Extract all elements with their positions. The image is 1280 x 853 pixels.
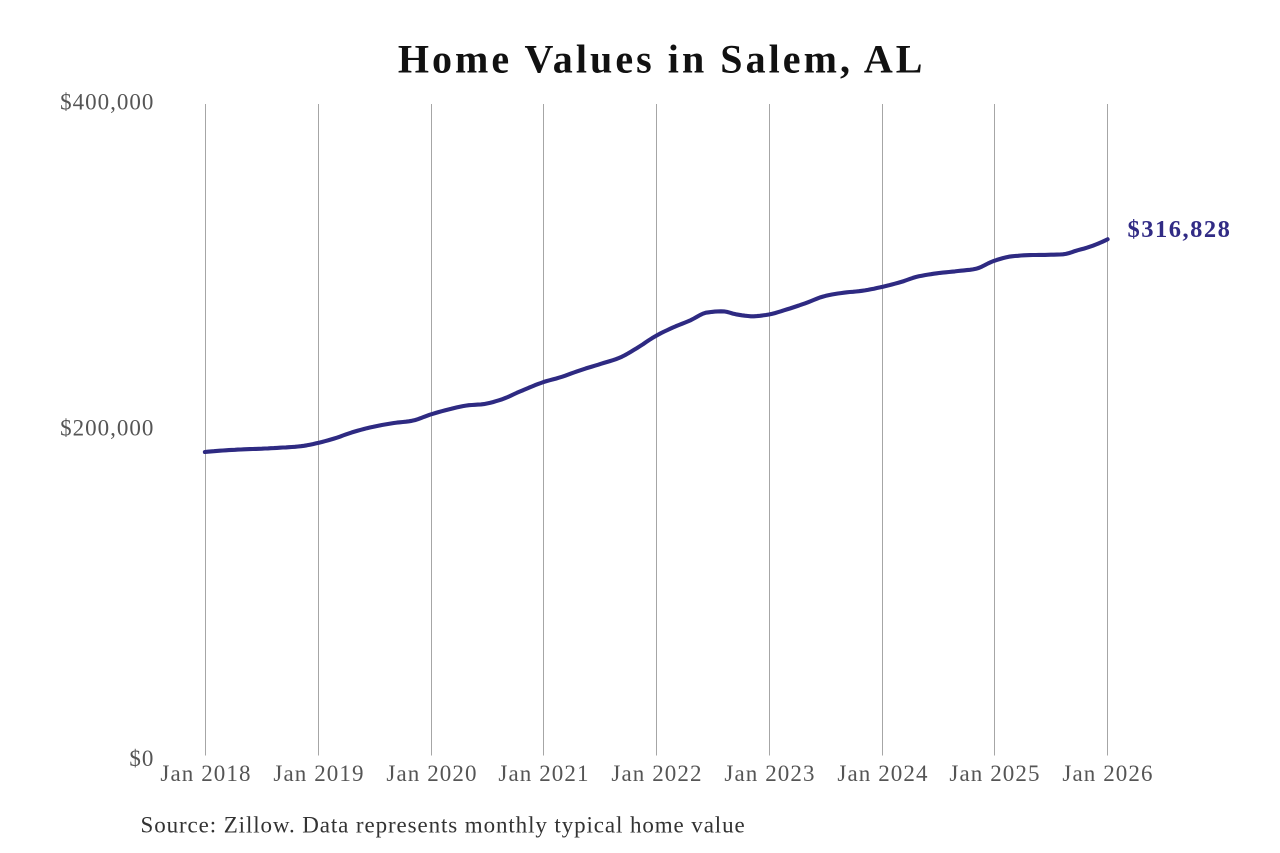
svg-text:Jan 2019: Jan 2019 bbox=[273, 761, 364, 786]
svg-text:Jan 2018: Jan 2018 bbox=[160, 761, 251, 786]
svg-text:Jan 2021: Jan 2021 bbox=[498, 761, 589, 786]
svg-text:Jan 2023: Jan 2023 bbox=[724, 761, 815, 786]
svg-text:$200,000: $200,000 bbox=[60, 415, 154, 440]
svg-text:Jan 2026: Jan 2026 bbox=[1062, 761, 1153, 786]
svg-text:Jan 2022: Jan 2022 bbox=[611, 761, 702, 786]
svg-text:Home Values in Salem, AL: Home Values in Salem, AL bbox=[398, 37, 926, 82]
svg-text:$400,000: $400,000 bbox=[60, 89, 154, 114]
svg-text:Jan 2024: Jan 2024 bbox=[837, 761, 928, 786]
svg-text:$316,828: $316,828 bbox=[1128, 216, 1232, 243]
svg-text:Jan 2025: Jan 2025 bbox=[949, 761, 1040, 786]
svg-text:$0: $0 bbox=[129, 746, 154, 771]
svg-text:Source: Zillow. Data represent: Source: Zillow. Data represents monthly … bbox=[141, 813, 746, 838]
svg-text:Jan 2020: Jan 2020 bbox=[386, 761, 477, 786]
